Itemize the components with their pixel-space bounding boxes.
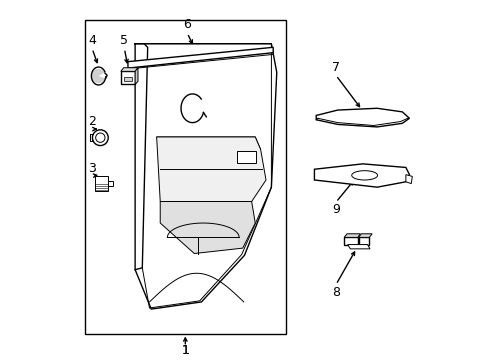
Text: 1: 1 xyxy=(181,344,189,357)
Polygon shape xyxy=(156,137,260,149)
Polygon shape xyxy=(347,244,369,249)
Text: 5: 5 xyxy=(120,34,128,47)
Polygon shape xyxy=(135,68,138,84)
Text: 8: 8 xyxy=(331,286,339,299)
Text: 4: 4 xyxy=(88,34,96,47)
Polygon shape xyxy=(314,164,408,187)
Polygon shape xyxy=(128,47,273,68)
Text: 7: 7 xyxy=(331,61,339,74)
Polygon shape xyxy=(405,175,411,184)
Bar xyxy=(236,151,256,163)
Bar xyxy=(123,77,132,81)
Text: 6: 6 xyxy=(183,18,191,31)
Text: 2: 2 xyxy=(88,115,96,128)
Polygon shape xyxy=(316,108,408,127)
Text: 9: 9 xyxy=(331,203,339,216)
Bar xyxy=(94,176,107,192)
Text: 1: 1 xyxy=(181,344,189,357)
Ellipse shape xyxy=(351,171,377,180)
Bar xyxy=(85,21,285,334)
Polygon shape xyxy=(344,237,357,244)
Polygon shape xyxy=(121,68,138,71)
Polygon shape xyxy=(160,202,255,253)
Circle shape xyxy=(92,130,108,145)
Bar xyxy=(107,181,113,186)
Polygon shape xyxy=(358,237,368,244)
Polygon shape xyxy=(344,234,360,237)
Bar xyxy=(121,71,135,84)
Polygon shape xyxy=(358,234,371,237)
Circle shape xyxy=(96,133,105,142)
Polygon shape xyxy=(156,137,265,202)
Text: 3: 3 xyxy=(88,162,96,175)
Wedge shape xyxy=(91,69,105,83)
